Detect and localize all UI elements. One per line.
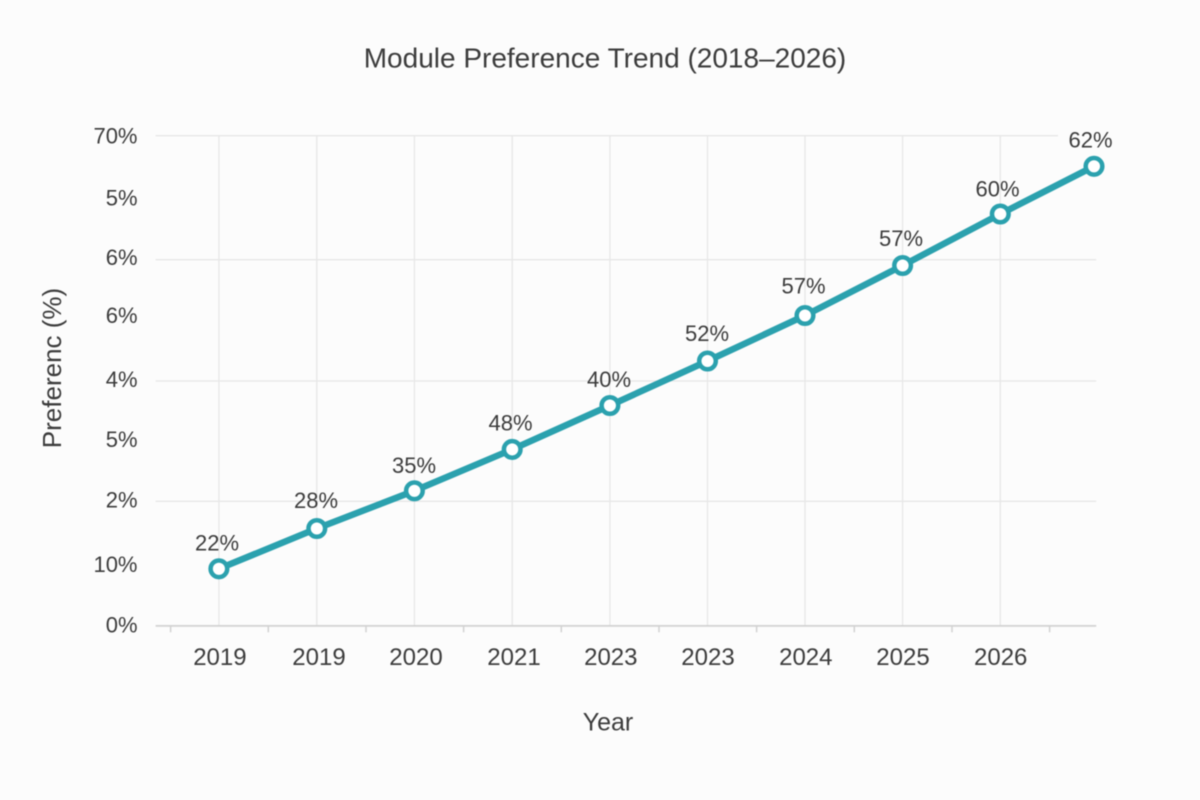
svg-text:Preferenc (%): Preferenc (%) [37,288,67,448]
svg-text:10%: 10% [93,552,137,577]
svg-text:28%: 28% [294,488,338,513]
svg-text:2024: 2024 [779,644,832,671]
svg-text:0%: 0% [106,612,138,637]
svg-text:35%: 35% [392,453,436,478]
svg-text:5%: 5% [106,427,138,452]
svg-text:2023: 2023 [681,644,734,671]
svg-text:2019: 2019 [292,644,345,671]
svg-text:60%: 60% [975,176,1019,201]
svg-text:57%: 57% [781,273,825,298]
svg-text:22%: 22% [195,530,239,555]
svg-text:62%: 62% [1068,127,1112,152]
svg-text:70%: 70% [93,124,137,149]
svg-text:2020: 2020 [389,644,442,671]
svg-text:52%: 52% [685,321,729,346]
svg-text:5%: 5% [106,185,138,210]
svg-text:2023: 2023 [584,644,637,671]
svg-text:6%: 6% [106,245,138,270]
svg-text:Year: Year [583,709,634,737]
svg-text:2021: 2021 [487,644,540,671]
svg-text:6%: 6% [106,303,138,328]
svg-text:2025: 2025 [876,644,929,671]
svg-text:57%: 57% [879,226,923,251]
svg-text:40%: 40% [587,367,631,392]
svg-text:48%: 48% [488,410,532,435]
svg-text:2019: 2019 [193,644,246,671]
svg-text:2026: 2026 [974,644,1027,671]
svg-text:4%: 4% [106,367,138,392]
svg-text:2%: 2% [106,487,138,512]
svg-text:Module Preference Trend (2018–: Module Preference Trend (2018–2026) [364,43,847,74]
